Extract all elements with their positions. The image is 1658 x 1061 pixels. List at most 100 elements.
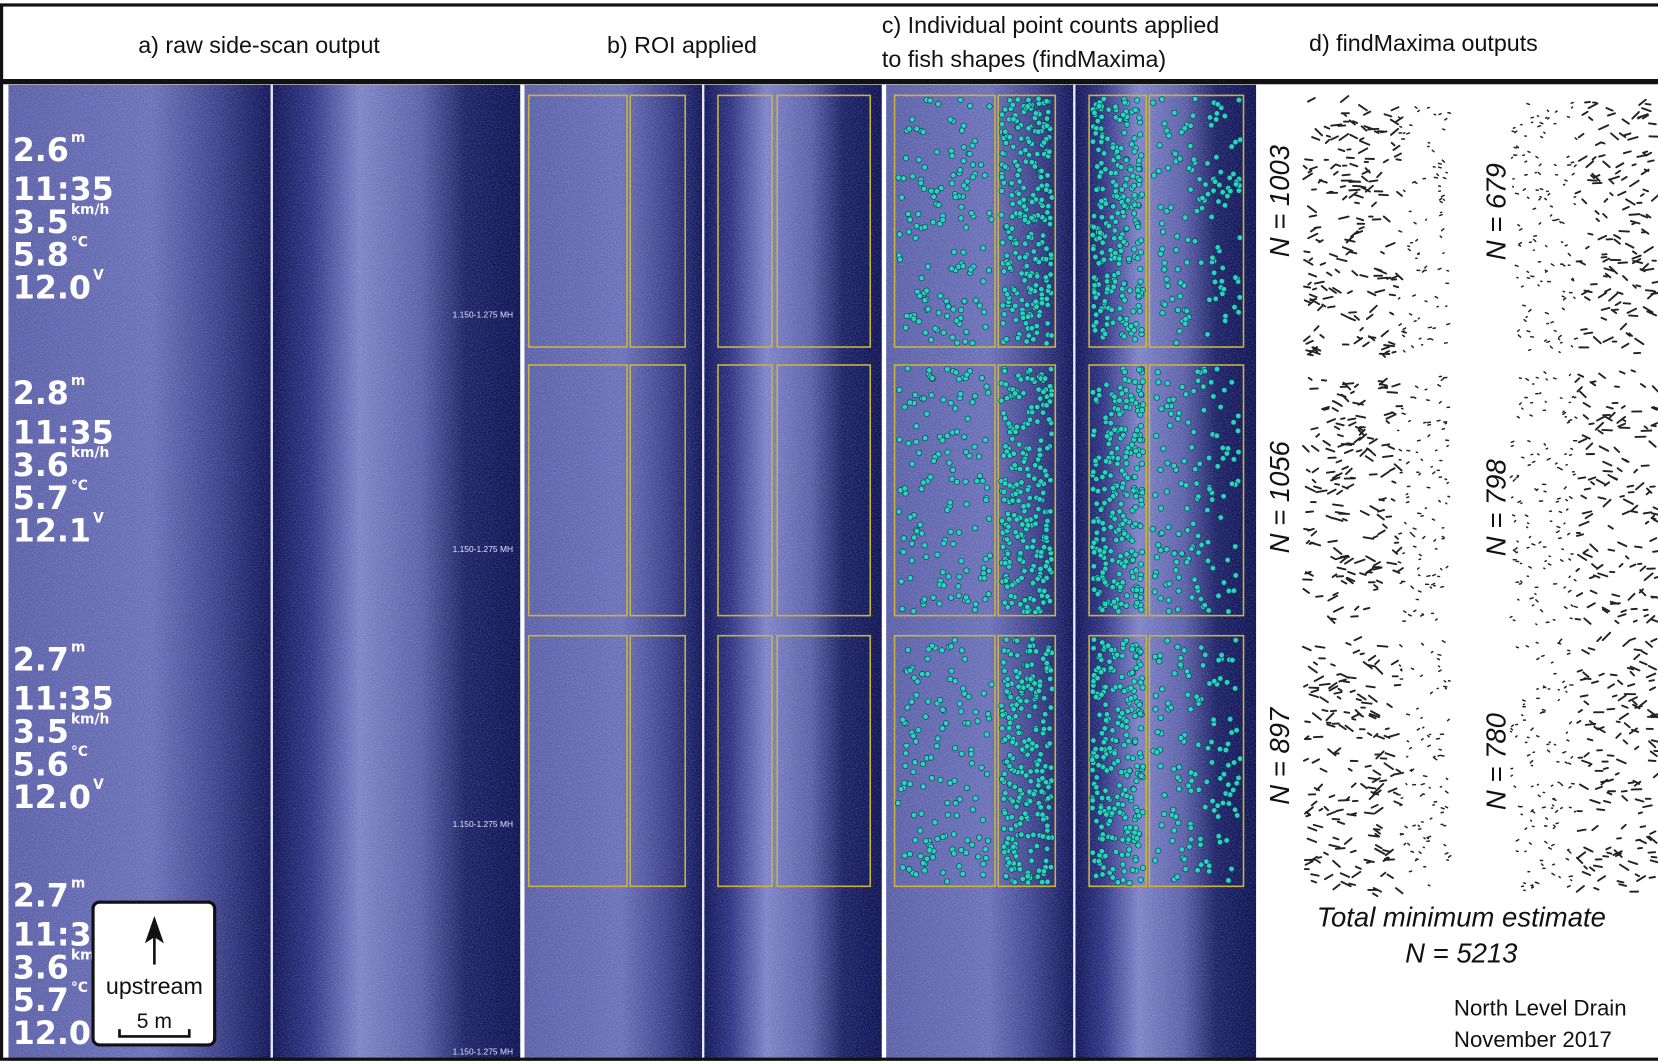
count-point: [937, 601, 942, 606]
count-point: [1186, 673, 1191, 678]
count-point: [964, 502, 969, 507]
fish-shape: [1398, 562, 1401, 563]
fish-shape: [1406, 502, 1408, 503]
count-point: [1117, 398, 1122, 403]
count-point: [1122, 564, 1127, 569]
count-point: [1128, 167, 1133, 172]
fish-shape: [1545, 340, 1546, 341]
fish-shape: [1521, 581, 1522, 582]
count-point: [1139, 607, 1144, 612]
fish-shape: [1418, 110, 1419, 111]
count-point: [1214, 433, 1219, 438]
fish-shape: [1443, 199, 1444, 200]
count-point: [1234, 813, 1239, 818]
count-point: [976, 854, 981, 859]
count-point: [1106, 441, 1111, 446]
count-point: [1159, 406, 1164, 411]
count-point: [1094, 187, 1099, 192]
count-point: [1048, 366, 1053, 371]
count-point: [1122, 298, 1127, 303]
count-point: [1010, 582, 1015, 587]
count-point: [1049, 557, 1054, 562]
count-point: [1038, 804, 1043, 809]
count-point: [961, 183, 966, 188]
fish-shape: [1439, 749, 1441, 750]
count-point: [1043, 275, 1048, 280]
count-point: [1043, 187, 1048, 192]
fish-shape: [1530, 415, 1532, 416]
count-point: [1046, 109, 1051, 114]
count-point: [986, 591, 991, 596]
count-point: [1216, 833, 1221, 838]
count-point: [1002, 810, 1007, 815]
count-point: [1025, 523, 1030, 528]
count-point: [1103, 167, 1108, 172]
count-point: [1003, 790, 1008, 795]
count-point: [1118, 248, 1123, 253]
count-point: [1136, 813, 1141, 818]
count-point: [909, 558, 914, 563]
count-point: [1028, 769, 1033, 774]
fish-shape: [1365, 813, 1374, 814]
fish-shape: [1422, 739, 1424, 740]
count-point: [1010, 740, 1015, 745]
count-point: [1138, 392, 1143, 397]
count-point: [1195, 533, 1200, 538]
fish-shape: [1556, 111, 1558, 112]
fish-shape: [1395, 685, 1401, 686]
fish-shape: [1366, 686, 1374, 687]
fish-shape: [1348, 419, 1355, 420]
count-point: [1188, 143, 1193, 148]
count-point: [1125, 708, 1130, 713]
count-label: N = 897: [1264, 706, 1295, 805]
count-point: [1177, 328, 1182, 333]
count-point: [980, 817, 985, 822]
fish-shape: [1406, 784, 1407, 785]
count-point: [1091, 519, 1096, 524]
fish-shape: [1401, 834, 1402, 835]
count-point: [1016, 191, 1021, 196]
count-point: [1033, 727, 1038, 732]
count-point: [938, 293, 943, 298]
fish-shape: [1586, 724, 1596, 725]
count-point: [1125, 755, 1130, 760]
fish-shape: [1546, 271, 1548, 272]
count-point: [1214, 154, 1219, 159]
count-point: [984, 732, 989, 737]
count-point: [921, 186, 926, 191]
count-point: [901, 549, 906, 554]
fish-shape: [1523, 704, 1524, 705]
count-point: [1152, 573, 1157, 578]
count-point: [1173, 814, 1178, 819]
count-point: [1036, 688, 1041, 693]
count-point: [940, 870, 945, 875]
count-point: [1136, 843, 1141, 848]
count-point: [1104, 434, 1109, 439]
count-point: [1039, 300, 1044, 305]
count-point: [916, 727, 921, 732]
count-point: [1024, 302, 1029, 307]
fish-shape: [1567, 509, 1568, 510]
count-point: [1139, 461, 1144, 466]
fish-shape: [1407, 497, 1409, 498]
count-point: [1091, 304, 1096, 309]
count-point: [1154, 433, 1159, 438]
count-point: [896, 509, 901, 514]
fish-shape: [1422, 614, 1423, 615]
count-point: [963, 595, 968, 600]
fish-shape: [1438, 655, 1441, 656]
count-point: [1205, 161, 1210, 166]
count-point: [1156, 542, 1161, 547]
count-point: [1189, 778, 1194, 783]
count-point: [909, 117, 914, 122]
count-point: [951, 832, 956, 837]
count-point: [914, 528, 919, 533]
count-point: [1119, 164, 1124, 169]
count-point: [1165, 701, 1170, 706]
count-point: [1222, 113, 1227, 118]
count-point: [1090, 805, 1095, 810]
count-point: [1100, 836, 1105, 841]
count-point: [1200, 663, 1205, 668]
fish-shape: [1355, 203, 1359, 204]
count-point: [949, 266, 954, 271]
